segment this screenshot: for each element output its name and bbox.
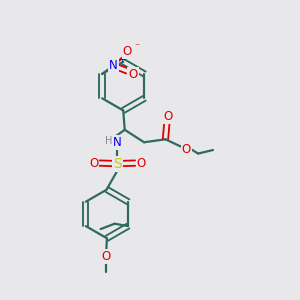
Text: N: N: [113, 136, 122, 149]
Text: N: N: [109, 59, 118, 72]
Text: O: O: [182, 143, 191, 156]
Text: O: O: [123, 45, 132, 58]
Text: S: S: [113, 157, 122, 171]
Text: O: O: [136, 157, 146, 169]
Text: O: O: [128, 68, 138, 81]
Text: +: +: [118, 55, 125, 64]
Text: O: O: [102, 250, 111, 262]
Text: O: O: [163, 110, 172, 123]
Text: H: H: [105, 136, 112, 146]
Text: ⁻: ⁻: [135, 42, 140, 52]
Text: O: O: [89, 157, 98, 169]
